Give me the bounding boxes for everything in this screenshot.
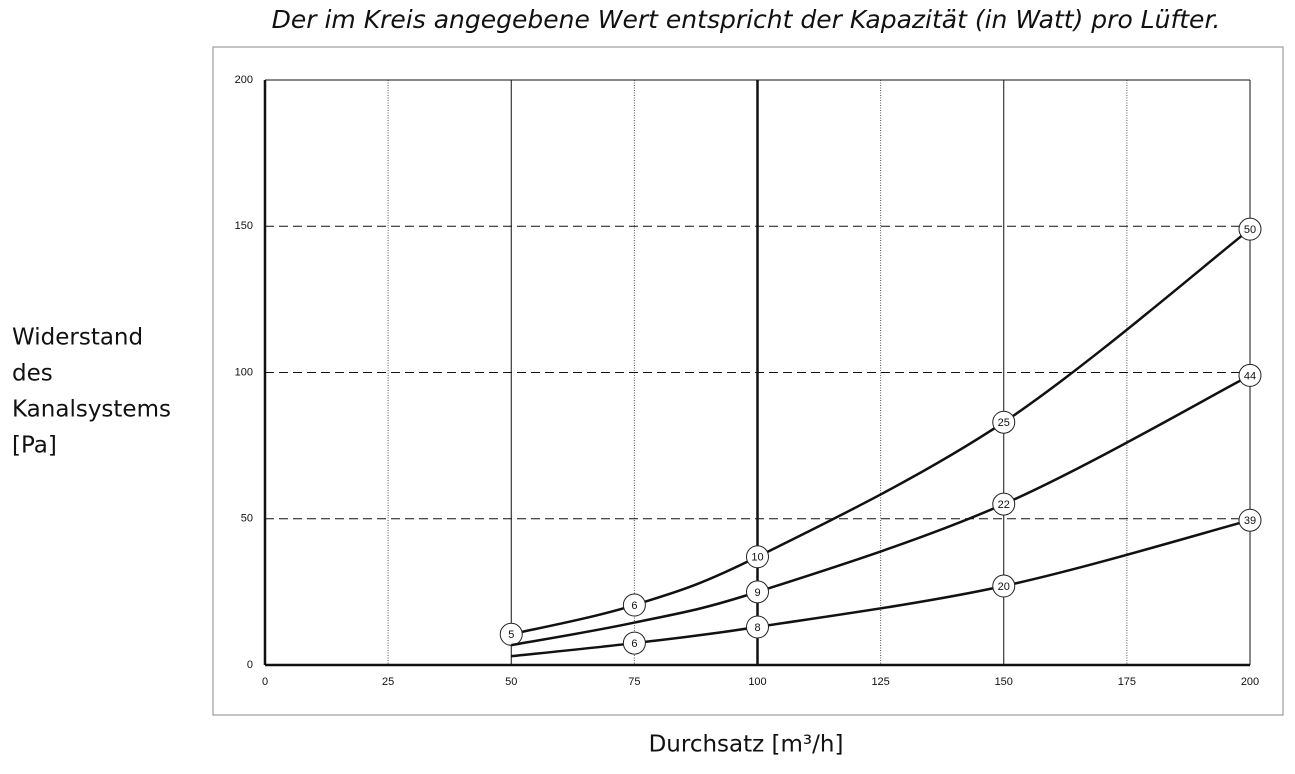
- watt-marker: [746, 615, 769, 639]
- watt-label: 10: [751, 552, 763, 564]
- watt-label: 50: [1244, 224, 1256, 236]
- curve: [511, 519, 1251, 658]
- y-axis-label: Kanalsystems: [12, 397, 171, 423]
- watt-marker: [1238, 217, 1262, 241]
- watt-label: 5: [508, 629, 514, 641]
- watt-marker: [622, 631, 646, 655]
- x-tick-label: 200: [1241, 676, 1259, 688]
- y-axis-label: Widerstand: [12, 325, 143, 351]
- y-tick-label: 150: [235, 220, 253, 232]
- watt-marker: [746, 580, 769, 604]
- y-axis-label: [Pa]: [12, 433, 57, 459]
- curve: [511, 374, 1251, 647]
- y-tick-label: 100: [235, 366, 253, 378]
- watt-label: 25: [998, 417, 1010, 429]
- watt-label: 39: [1244, 515, 1256, 527]
- curve: [510, 228, 1251, 636]
- watt-label: 6: [631, 600, 637, 612]
- watt-marker: [499, 622, 523, 646]
- watt-marker: [992, 492, 1016, 516]
- x-tick-label: 25: [382, 676, 394, 688]
- watt-marker: [1238, 363, 1262, 387]
- watt-label: 44: [1244, 370, 1256, 382]
- x-tick-label: 125: [871, 676, 889, 688]
- watt-label: 9: [754, 587, 760, 599]
- watt-marker: [746, 545, 769, 569]
- x-tick-label: 75: [628, 676, 640, 688]
- watt-label: 22: [998, 499, 1010, 511]
- watt-marker: [992, 410, 1016, 434]
- watt-marker: [1238, 508, 1262, 532]
- watt-label: 8: [754, 622, 760, 634]
- plot-frame: [212, 46, 1284, 716]
- x-tick-label: 50: [505, 676, 517, 688]
- watt-marker: [992, 574, 1016, 598]
- watt-label: 6: [631, 638, 637, 650]
- y-tick-label: 50: [241, 513, 253, 525]
- y-tick-label: 200: [235, 74, 253, 86]
- y-tick-label: 0: [247, 659, 253, 671]
- x-tick-label: 0: [262, 676, 268, 688]
- x-axis-label: Durchsatz [m³/h]: [649, 732, 844, 758]
- x-tick-label: 175: [1118, 676, 1136, 688]
- watt-marker: [622, 593, 646, 617]
- x-tick-label: 150: [995, 676, 1013, 688]
- chart-title: Der im Kreis angegebene Wert entspricht …: [272, 5, 1221, 34]
- y-axis-label: des: [12, 361, 53, 387]
- watt-label: 20: [998, 581, 1010, 593]
- x-tick-label: 100: [748, 676, 766, 688]
